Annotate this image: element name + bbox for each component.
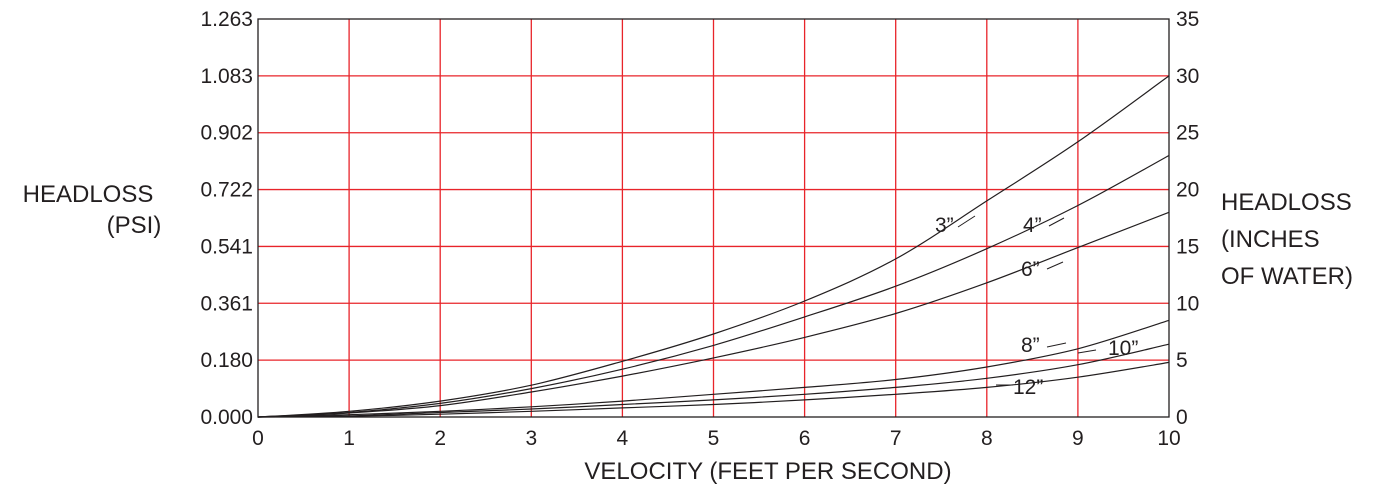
tick-labels: 0 1 2 3 4 5 6 7 8 9 1000.00050.180100.361150.54120… [200,8,1199,450]
series-label-leader [1046,261,1064,270]
series-label: 3” [935,214,954,237]
x-tick-label: 1 [343,427,355,450]
series-label-leader [1046,342,1067,348]
series-label: 6” [1021,258,1040,281]
series-label: 8” [1021,334,1040,357]
series-line [257,343,1170,418]
y-right-tick-label: 20 [1176,179,1199,202]
x-tick-label: 2 [434,427,446,450]
y-left-tick-label: 0.902 [200,122,253,145]
series-line [257,75,1170,418]
series-curves [257,75,1170,418]
y-right-title-line-2: (INCHES [1221,226,1320,253]
y-right-title-line-3: OF WATER) [1221,263,1353,290]
x-tick-label: 10 [1157,427,1180,450]
series-line [257,154,1170,418]
series-line [257,211,1170,418]
y-left-tick-label: 0.722 [200,179,253,202]
y-right-tick-label: 0 [1176,406,1188,429]
y-right-tick-label: 30 [1176,65,1199,88]
y-left-tick-label: 0.541 [200,235,253,258]
y-right-tick-label: 10 [1176,292,1199,315]
plot-frame [257,18,1170,418]
series-line [257,319,1170,418]
x-tick-label: 5 [708,427,720,450]
x-tick-label: 8 [981,427,993,450]
y-left-title-line-2: (PSI) [107,212,162,239]
y-left-tick-label: 0.361 [200,292,253,315]
series-label: 12” [1013,376,1043,399]
x-tick-label: 6 [799,427,811,450]
x-tick-label: 3 [525,427,537,450]
y-right-tick-label: 15 [1176,235,1199,258]
y-left-title-line-1: HEADLOSS [23,181,154,208]
series-label-leader [1048,217,1065,227]
series-labels: 3” 4” 6” 8” 10” 12” [935,214,1138,399]
y-right-tick-label: 25 [1176,122,1199,145]
y-right-title-line-1: HEADLOSS [1221,189,1352,216]
x-tick-label: 4 [617,427,629,450]
y-left-tick-label: 0.180 [200,349,253,372]
x-tick-label: 9 [1072,427,1084,450]
series-label-leader [1077,349,1097,354]
y-left-tick-label: 0.000 [200,406,253,429]
x-tick-label: 7 [890,427,902,450]
series-label: 4” [1023,214,1042,237]
series-line [257,361,1170,418]
y-right-tick-label: 5 [1176,349,1188,372]
grid [258,19,1169,417]
series-label: 10” [1108,337,1138,360]
y-left-tick-label: 1.263 [200,8,253,31]
series-label-leader [957,215,976,228]
x-tick-label: 0 [252,427,264,450]
x-axis-title: VELOCITY (FEET PER SECOND) [584,458,951,485]
y-right-tick-label: 35 [1176,8,1199,31]
y-left-tick-label: 1.083 [200,65,253,88]
